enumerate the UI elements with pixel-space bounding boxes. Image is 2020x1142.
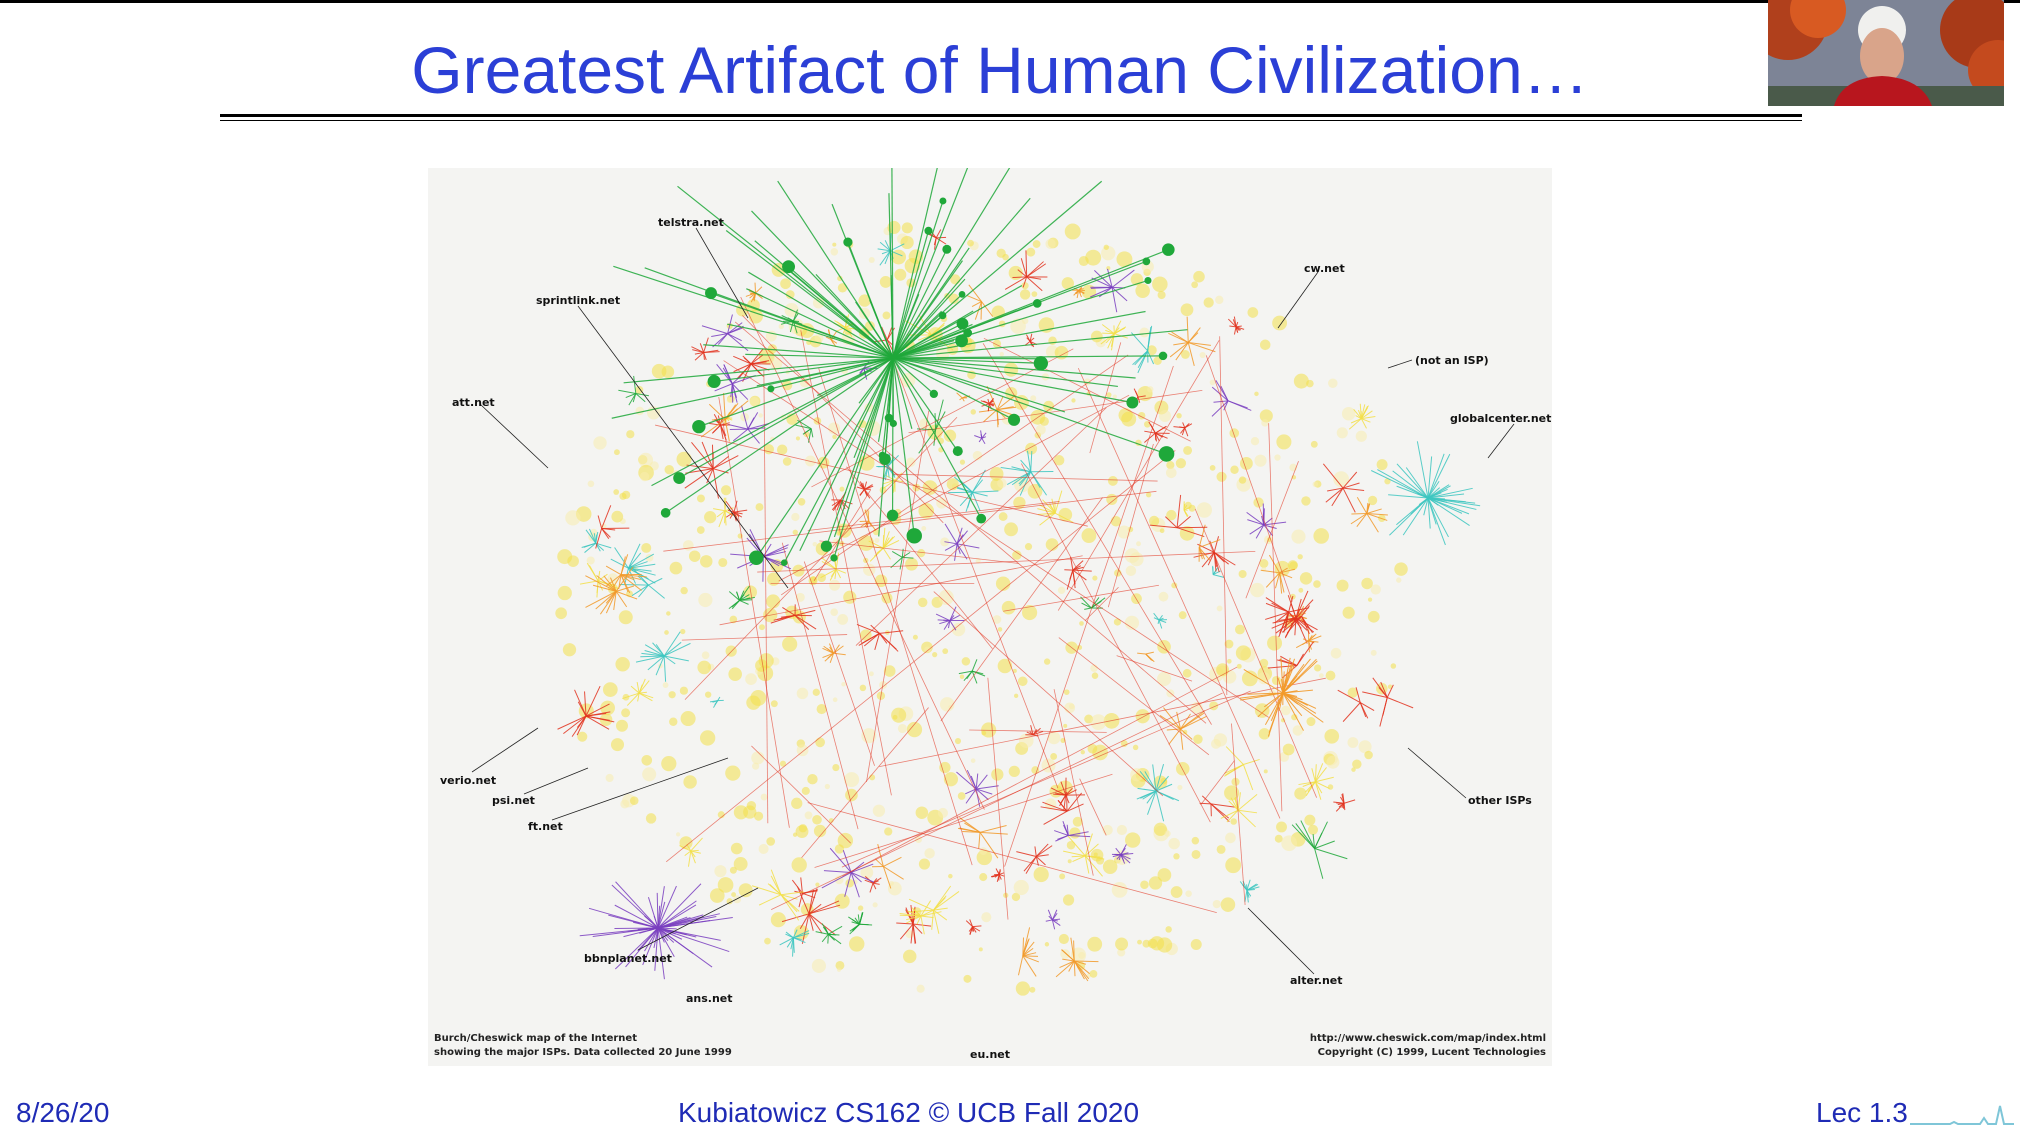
- internet-map-graphic: [471, 168, 1515, 996]
- label-telstra: telstra.net: [658, 216, 724, 229]
- credit-left-line1: Burch/Cheswick map of the Internet: [434, 1033, 637, 1044]
- credit-left-line2: showing the major ISPs. Data collected 2…: [434, 1047, 732, 1058]
- map-credit-right: http://www.cheswick.com/map/index.html C…: [1310, 1032, 1546, 1060]
- footer-date: 8/26/20: [16, 1097, 110, 1128]
- footer-course: Kubiatowicz CS162 © UCB Fall 2020: [678, 1097, 1140, 1128]
- label-ans: ans.net: [686, 992, 733, 1005]
- label-globalcenter: globalcenter.net: [1450, 412, 1552, 425]
- label-sprintlink: sprintlink.net: [536, 294, 621, 307]
- label-ft: ft.net: [528, 820, 563, 833]
- footer-lecture: Lec 1.3: [1816, 1097, 1908, 1128]
- label-not-isp: (not an ISP): [1415, 354, 1489, 367]
- title-underline: [220, 114, 1802, 117]
- credit-right-line2: Copyright (C) 1999, Lucent Technologies: [1317, 1047, 1546, 1058]
- presenter-icon: [1768, 0, 2004, 106]
- label-bbnplanet: bbnplanet.net: [584, 952, 672, 965]
- label-att: att.net: [452, 396, 495, 409]
- label-cw: cw.net: [1304, 262, 1345, 275]
- label-other-isps: other ISPs: [1468, 794, 1532, 807]
- label-verio: verio.net: [440, 774, 497, 787]
- webcam-video: [1768, 0, 2004, 106]
- credit-right-line1: http://www.cheswick.com/map/index.html: [1309, 1033, 1546, 1044]
- label-eu: eu.net: [970, 1048, 1011, 1061]
- slide-title: Greatest Artifact of Human Civilization…: [411, 33, 1589, 107]
- label-alter: alter.net: [1290, 974, 1343, 987]
- audio-level-icon: [1910, 1105, 2014, 1125]
- title-underline-thin: [220, 120, 1802, 121]
- label-psi: psi.net: [492, 794, 535, 807]
- map-credit-left: Burch/Cheswick map of the Internet showi…: [434, 1032, 732, 1060]
- internet-map-image: telstra.net cw.net sprintlink.net (not a…: [428, 168, 1552, 1066]
- top-border: [0, 0, 2020, 3]
